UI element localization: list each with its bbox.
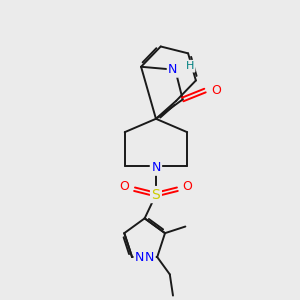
Text: O: O [119, 180, 129, 193]
Text: N: N [145, 250, 154, 264]
Text: N: N [151, 161, 160, 174]
Text: N: N [135, 250, 144, 264]
Text: H: H [186, 61, 194, 71]
Text: O: O [183, 180, 193, 193]
Text: O: O [212, 84, 221, 97]
Text: S: S [152, 188, 160, 202]
Text: N: N [168, 63, 178, 76]
